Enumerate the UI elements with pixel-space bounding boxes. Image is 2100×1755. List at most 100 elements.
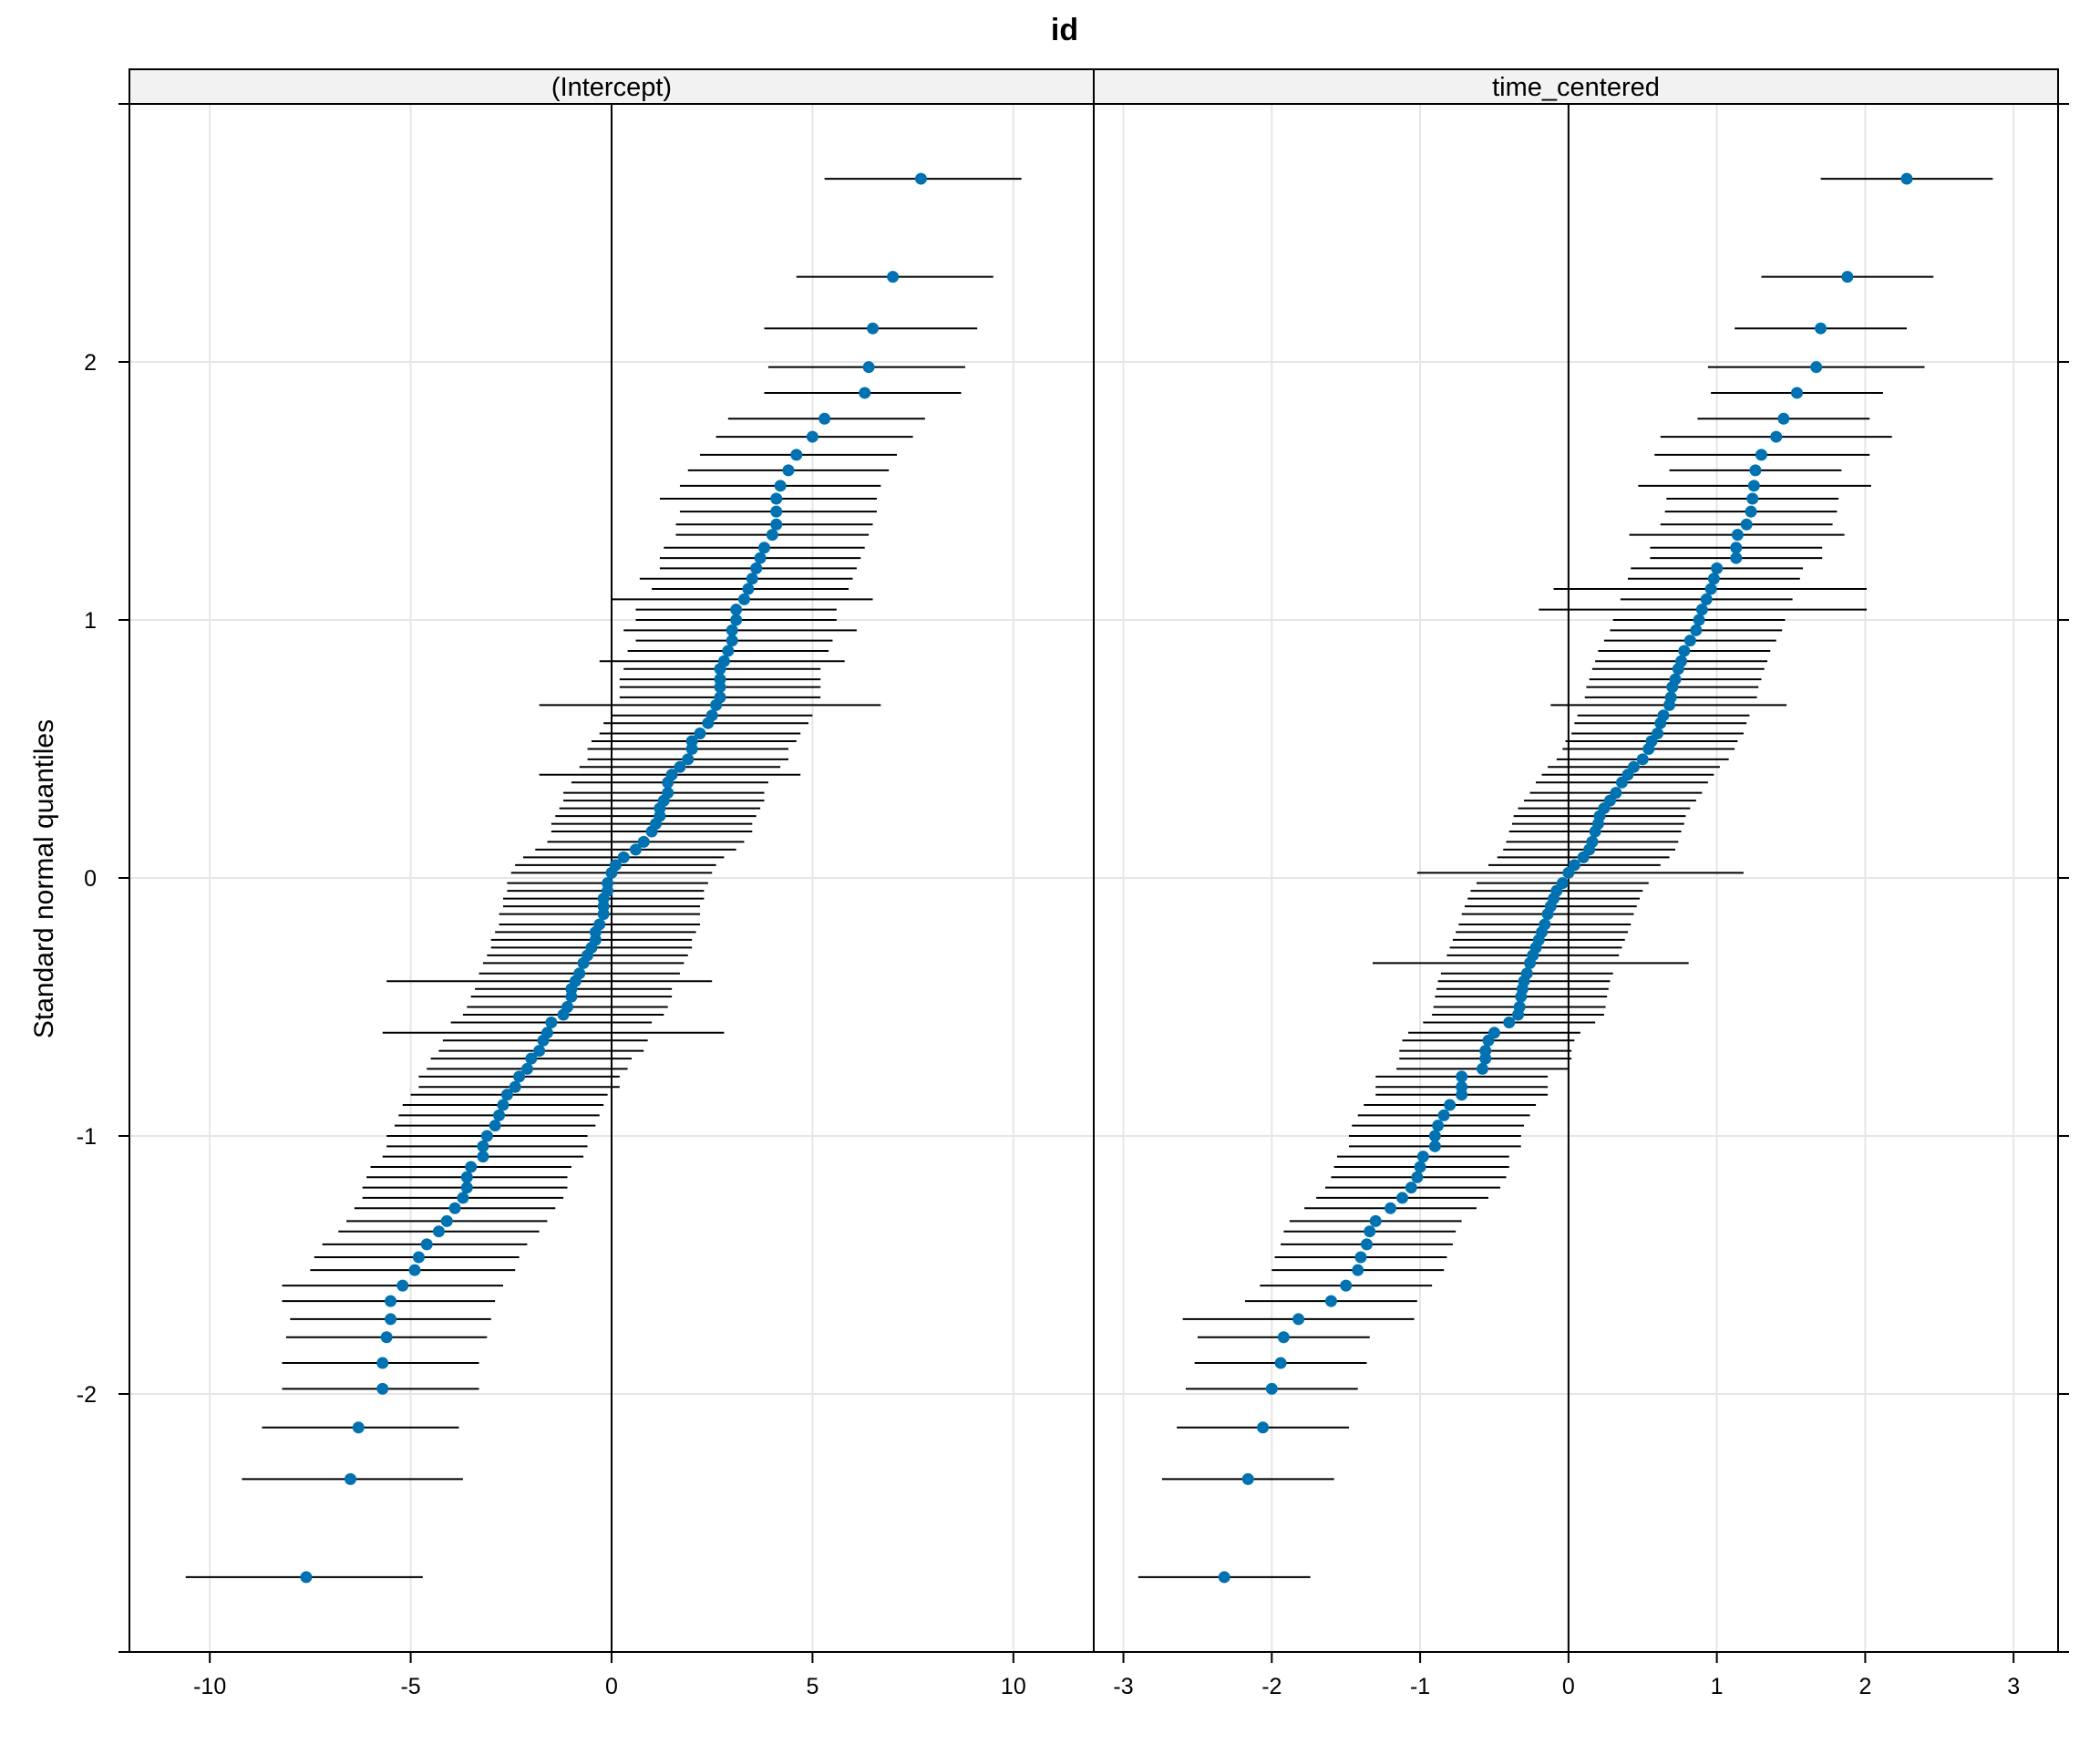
panel-1-point-94 xyxy=(1324,1295,1337,1307)
panel-1-point-91 xyxy=(1354,1251,1367,1264)
panel-0-point-14 xyxy=(758,542,771,554)
panel-1-xtick-label-6: 3 xyxy=(2007,1674,2020,1699)
panel-1-point-1 xyxy=(1841,271,1854,284)
panel-1-point-76 xyxy=(1456,1089,1468,1101)
panel-1-point-24 xyxy=(1678,645,1691,657)
panel-1-point-90 xyxy=(1360,1238,1373,1251)
panel-0-point-30 xyxy=(710,698,723,711)
panel-1-point-45 xyxy=(1589,825,1601,838)
chart-title: id xyxy=(1051,13,1078,47)
panel-0-point-81 xyxy=(477,1140,489,1152)
panel-0-point-16 xyxy=(750,562,763,574)
panel-1-point-14 xyxy=(1730,542,1743,554)
panel-0-point-73 xyxy=(520,1062,533,1075)
panel-0-xtick-label-2: 0 xyxy=(605,1674,618,1699)
panel-1-point-23 xyxy=(1683,635,1696,647)
panel-0-point-32 xyxy=(702,717,715,729)
panel-1-point-17 xyxy=(1707,573,1720,585)
panel-1-point-77 xyxy=(1444,1099,1457,1111)
panel-0-point-6 xyxy=(806,430,818,443)
panel-1-point-67 xyxy=(1512,1008,1525,1021)
panel-0-point-79 xyxy=(489,1120,501,1132)
panel-0-point-26 xyxy=(714,663,726,676)
panel-1-xtick-label-4: 1 xyxy=(1711,1674,1724,1699)
panel-1-point-65 xyxy=(1515,990,1528,1003)
ytick-label-3: 1 xyxy=(84,608,97,634)
panel-1-point-26 xyxy=(1672,663,1684,676)
panel-0-point-67 xyxy=(557,1008,570,1021)
y-axis-label: Standard normal quantiles xyxy=(29,719,59,1038)
panel-1-point-74 xyxy=(1456,1070,1468,1083)
panel-0-point-86 xyxy=(457,1192,469,1204)
panel-0-point-39 xyxy=(662,776,674,789)
panel-0-point-55 xyxy=(597,908,610,921)
panel-0-point-20 xyxy=(730,604,743,616)
panel-0-point-95 xyxy=(385,1313,397,1326)
panel-0-point-85 xyxy=(460,1182,473,1194)
panel-1-point-7 xyxy=(1755,449,1767,461)
panel-0-point-61 xyxy=(577,956,590,969)
panel-0-point-4 xyxy=(859,387,871,399)
panel-0: (Intercept) -10 -5 0 5 10 xyxy=(129,68,1095,1699)
panel-0-point-88 xyxy=(440,1214,453,1227)
panel-1-point-10 xyxy=(1746,492,1759,505)
panel-1-point-2 xyxy=(1815,322,1827,335)
panel-0-point-89 xyxy=(432,1225,445,1238)
ytick-label-0: -2 xyxy=(77,1382,97,1408)
panel-1-point-89 xyxy=(1364,1225,1376,1238)
panel-1-point-39 xyxy=(1615,776,1628,789)
panel-0-point-36 xyxy=(682,753,695,766)
panel-1-point-28 xyxy=(1666,681,1679,694)
panel-0-point-87 xyxy=(448,1202,461,1214)
panel-0-point-21 xyxy=(730,614,743,626)
panel-1-point-83 xyxy=(1414,1161,1426,1173)
panel-1-point-68 xyxy=(1503,1016,1516,1028)
panel-1-point-82 xyxy=(1416,1151,1429,1163)
panel-1-point-30 xyxy=(1663,698,1676,711)
panel-0-point-84 xyxy=(460,1171,473,1183)
panel-1-point-96 xyxy=(1277,1331,1290,1344)
panel-1-point-50 xyxy=(1562,866,1575,879)
panel-0-point-90 xyxy=(420,1238,433,1251)
panel-0-point-93 xyxy=(396,1279,409,1292)
panel-1-point-70 xyxy=(1482,1034,1495,1047)
panel-1-point-16 xyxy=(1711,562,1724,574)
panel-1-point-87 xyxy=(1385,1202,1397,1214)
panel-0-point-46 xyxy=(637,835,650,848)
panel-0-point-98 xyxy=(376,1382,389,1395)
panel-0-point-1 xyxy=(887,271,900,284)
panel-0-xtick-label-3: 5 xyxy=(806,1674,818,1699)
panel-0-point-11 xyxy=(770,505,783,518)
panel-1-point-101 xyxy=(1218,1571,1230,1584)
panel-1-point-20 xyxy=(1695,604,1708,616)
panel-0-point-101 xyxy=(300,1571,313,1584)
panel-0-point-3 xyxy=(862,361,875,374)
panel-1-point-88 xyxy=(1369,1214,1382,1227)
panel-0-point-71 xyxy=(533,1045,546,1058)
panel-1-xtick-label-5: 2 xyxy=(1858,1674,1871,1699)
panel-1-point-12 xyxy=(1740,518,1753,531)
panel-0-point-96 xyxy=(380,1331,393,1344)
panel-0-point-75 xyxy=(509,1080,521,1093)
panel-0-point-18 xyxy=(742,583,755,595)
panel-1-point-100 xyxy=(1241,1472,1254,1485)
panel-0-point-37 xyxy=(674,760,686,773)
panel-1-point-80 xyxy=(1428,1130,1441,1142)
panel-0-point-77 xyxy=(497,1099,510,1111)
panel-1-point-15 xyxy=(1730,552,1743,564)
panel-0-point-47 xyxy=(629,843,642,856)
panel-0-point-23 xyxy=(726,635,738,647)
panel-1-point-92 xyxy=(1352,1264,1364,1276)
panel-1-point-8 xyxy=(1749,464,1762,477)
panel-0-point-68 xyxy=(545,1016,558,1028)
panel-1-point-48 xyxy=(1577,851,1590,863)
panel-1-xtick-label-3: 0 xyxy=(1562,1674,1575,1699)
panel-1-point-98 xyxy=(1265,1382,1278,1395)
panel-1-strip-label: time_centered xyxy=(1492,73,1660,102)
panel-0-point-80 xyxy=(480,1130,493,1142)
panel-0-xtick-label-0: -10 xyxy=(193,1674,226,1699)
panel-0-point-83 xyxy=(465,1161,478,1173)
panel-1-point-3 xyxy=(1810,361,1823,374)
